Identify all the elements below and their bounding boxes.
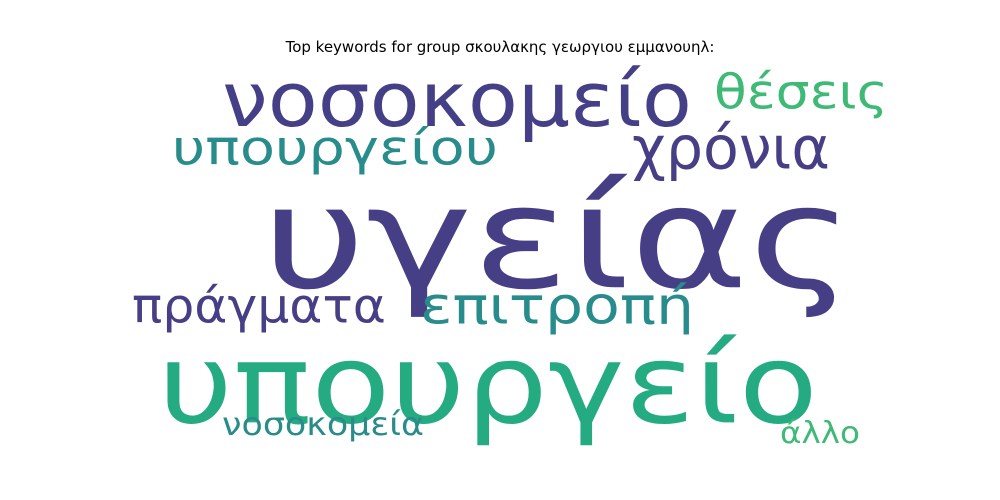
word-ypourgeiou: υπουργείου	[172, 119, 499, 176]
word-pragmata: πράγματα	[132, 277, 386, 334]
chart-title: Top keywords for group σκουλακης γεωργιο…	[285, 38, 715, 56]
word-allo: άλλο	[780, 415, 860, 451]
word-ygeias: υγείας	[262, 155, 854, 322]
word-theseis: θέσεις	[714, 63, 889, 120]
word-nosokomeia: νοσοκομεία	[222, 405, 425, 443]
word-chronia: χρόνια	[632, 112, 830, 183]
word-epitropi: επιτροπή	[420, 275, 695, 337]
word-ypourgeio: υπουργείο	[158, 320, 819, 449]
word-nosokomeio: νοσοκομείο	[222, 55, 692, 145]
